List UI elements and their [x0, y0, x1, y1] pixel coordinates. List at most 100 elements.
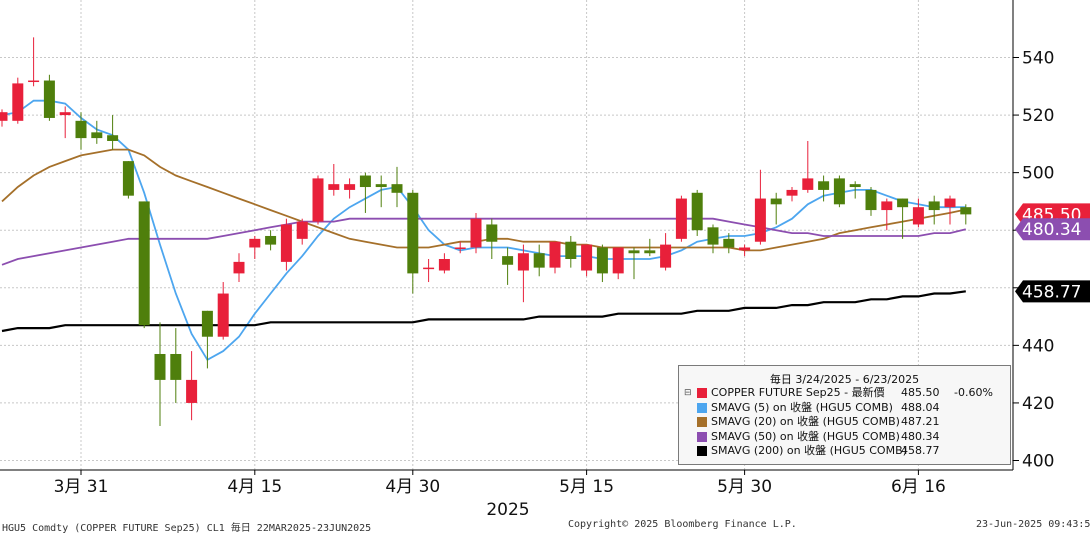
candle-body	[122, 161, 134, 196]
candle	[644, 238, 656, 257]
candle	[249, 235, 261, 259]
candle-body	[502, 256, 514, 265]
price-tag: 458.77	[1015, 280, 1090, 303]
legend-row: SMAVG (50) on 收盤 (HGU5 COMB) 480.34	[679, 430, 1010, 445]
candle-body	[944, 198, 956, 208]
candle-body	[201, 310, 213, 337]
candle	[59, 106, 71, 139]
candle-body	[581, 244, 593, 271]
legend-swatch	[697, 388, 707, 398]
candle-body	[818, 181, 830, 190]
candle	[359, 172, 371, 213]
candle-body	[833, 178, 845, 205]
candle-body	[107, 135, 119, 141]
legend-value: 488.04	[901, 400, 940, 414]
candle-body	[12, 83, 24, 121]
candle	[407, 189, 419, 294]
candle-body	[770, 198, 782, 205]
y-tick-label: 400	[1022, 452, 1054, 472]
candle	[707, 224, 719, 254]
candle	[438, 253, 450, 274]
legend-label: SMAVG (20) on 收盤 (HGU5 COMB)	[711, 415, 900, 428]
legend-row: SMAVG (5) on 收盤 (HGU5 COMB) 488.04	[679, 401, 1010, 416]
candle-body	[533, 253, 545, 268]
year-label: 2025	[486, 500, 529, 520]
candle-body	[786, 189, 798, 196]
legend-row: SMAVG (20) on 收盤 (HGU5 COMB) 487.21	[679, 415, 1010, 430]
moving-average-lines	[1, 99, 967, 362]
candle-body	[59, 112, 71, 116]
candle-body	[170, 353, 182, 380]
legend-swatch	[697, 417, 707, 427]
candle	[391, 166, 403, 208]
candle	[186, 351, 198, 421]
candle-body	[0, 112, 8, 121]
candle-body	[565, 241, 577, 259]
candle	[138, 201, 150, 329]
candle-body	[723, 238, 735, 248]
legend-title: 毎日 3/24/2025 - 6/23/2025	[769, 373, 920, 386]
x-tick-label: 4月 15	[227, 477, 282, 497]
candle	[454, 241, 466, 254]
legend-row: SMAVG (200) on 收盤 (HGU5 COMB) 458.77	[679, 444, 1010, 459]
candle-body	[549, 241, 561, 268]
candle-body	[707, 227, 719, 245]
price-tag-box	[1015, 218, 1090, 241]
candle	[312, 175, 324, 225]
candle-body	[754, 198, 766, 242]
ma-line	[1, 148, 966, 252]
candle	[691, 189, 703, 236]
ma-line	[1, 99, 966, 362]
legend-label: SMAVG (5) on 收盤 (HGU5 COMB)	[711, 400, 893, 414]
candle	[280, 218, 292, 271]
candle	[739, 244, 751, 257]
candle-body	[675, 198, 687, 239]
price-tag-label: 458.77	[1022, 282, 1081, 302]
candle	[486, 218, 498, 259]
candle	[0, 109, 8, 127]
candle	[265, 230, 277, 251]
candle	[296, 218, 308, 245]
legend-box: 毎日 3/24/2025 - 6/23/2025 ⊟ COPPER FUTURE …	[678, 365, 1011, 465]
candle-body	[897, 198, 909, 208]
x-tick-label: 6月 16	[891, 477, 946, 497]
candle-body	[217, 293, 229, 337]
candle	[217, 282, 229, 340]
footer-timestamp: 23-Jun-2025 09:43:52	[976, 519, 1090, 530]
legend-row: ⊟ COPPER FUTURE Sep25 - 最新價 485.50 -0.60%	[679, 386, 1010, 401]
candle	[170, 328, 182, 403]
candle	[628, 247, 640, 280]
x-tick-label: 5月 30	[717, 477, 772, 497]
candle-body	[628, 250, 640, 254]
candle	[43, 74, 55, 121]
candle-body	[454, 247, 466, 249]
candle-body	[438, 259, 450, 271]
candle	[28, 37, 40, 87]
y-tick-label: 500	[1022, 164, 1054, 184]
candle	[107, 115, 119, 150]
candle-body	[43, 80, 55, 118]
candle-body	[423, 267, 435, 270]
candle	[865, 187, 877, 216]
price-tag-label: 480.34	[1022, 220, 1081, 240]
legend-label: SMAVG (50) on 收盤 (HGU5 COMB)	[711, 429, 900, 443]
candle-body	[407, 192, 419, 274]
candle-body	[280, 224, 292, 262]
legend-value: 480.34	[901, 429, 940, 443]
candle-body	[138, 201, 150, 326]
candle	[91, 120, 103, 144]
candle	[660, 233, 672, 271]
legend-toggle-icon[interactable]: ⊟	[684, 388, 692, 398]
x-tick-label: 4月 30	[385, 477, 440, 497]
candle	[786, 187, 798, 202]
candle-body	[154, 353, 166, 380]
footer-copyright: Copyright© 2025 Bloomberg Finance L.P.	[568, 519, 797, 530]
candle	[770, 192, 782, 225]
candle-body	[296, 221, 308, 239]
candle	[517, 244, 529, 303]
price-tag-box	[1015, 280, 1090, 303]
ma-line	[1, 217, 967, 266]
candle	[533, 244, 545, 277]
candle	[328, 164, 340, 196]
candle	[754, 169, 766, 245]
